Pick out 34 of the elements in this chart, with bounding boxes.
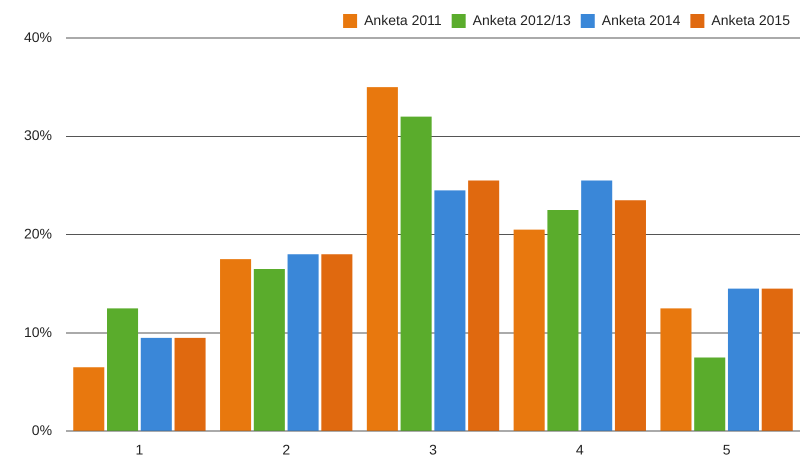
y-tick-label: 30% [24,127,52,144]
bar [547,210,578,431]
legend-label: Anketa 2015 [711,12,790,28]
bar [728,288,760,431]
bar [468,180,500,431]
legend-label: Anketa 2011 [364,12,442,28]
bar [514,230,545,431]
x-tick-label: 2 [282,441,290,458]
bar [140,338,172,431]
bar [660,308,692,431]
bar [321,254,352,431]
y-tick-label: 20% [24,225,52,242]
bar [220,259,252,431]
x-tick-label: 4 [576,441,584,458]
y-tick-label: 40% [24,28,52,45]
legend-label: Anketa 2014 [602,12,681,28]
bar [762,288,793,431]
bar [400,116,432,431]
y-tick-label: 10% [24,324,52,340]
legend-label: Anketa 2012/13 [472,12,571,28]
bar [73,367,104,431]
bar [366,87,398,431]
bar [174,338,206,431]
bar [107,308,138,431]
x-tick-label: 5 [722,441,731,458]
x-tick-label: 1 [136,441,144,458]
bar [614,200,646,431]
bar [694,357,726,431]
bar [254,269,285,431]
bar [288,254,319,431]
y-tick-label: 0% [32,422,52,438]
bar [434,190,466,431]
x-tick-label: 3 [429,441,438,458]
bar [581,180,612,431]
